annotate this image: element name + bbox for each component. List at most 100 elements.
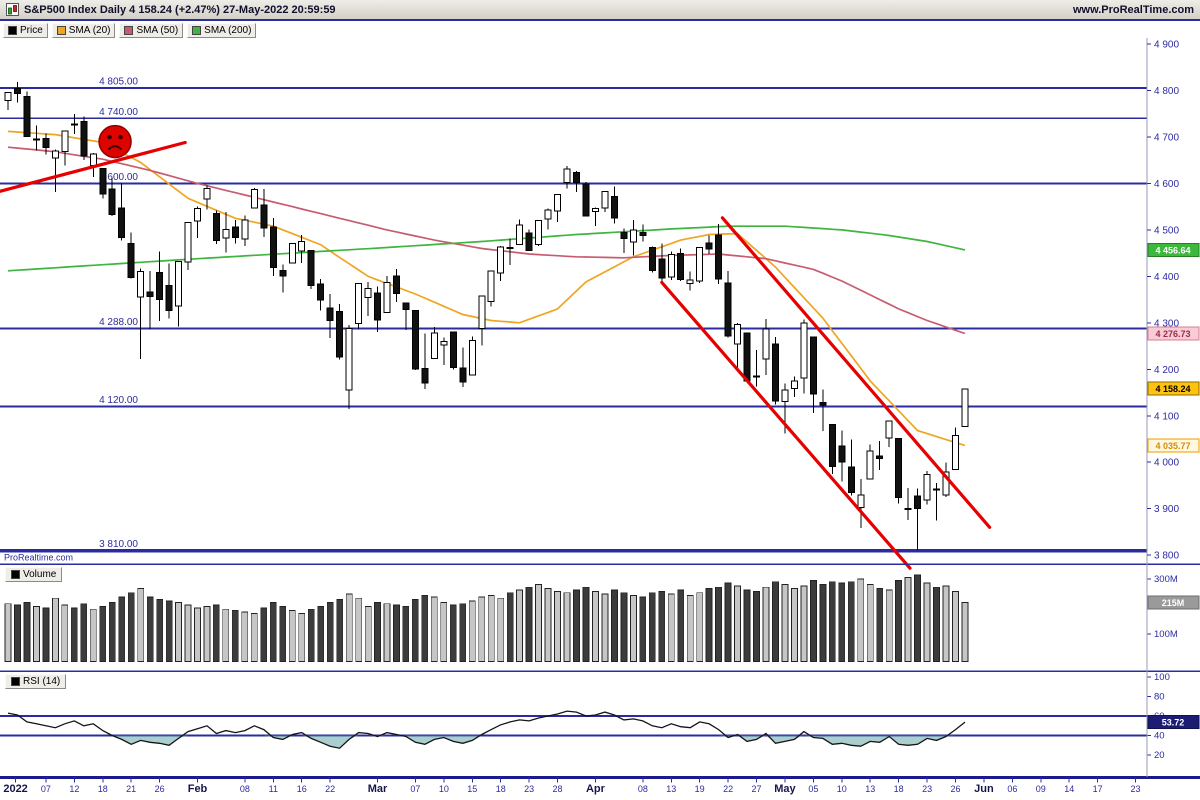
legend-sma200-label: SMA (200) [204, 25, 252, 36]
candle-body [857, 494, 865, 508]
volume-bar [819, 584, 827, 662]
candle-body [468, 340, 476, 376]
volume-bar [459, 603, 467, 662]
price-swatch [8, 26, 17, 35]
candle-body [80, 121, 88, 157]
chart-canvas[interactable]: 4 805.00 4 740.00 4 600.00 4 288.00 4 120.00… [0, 38, 1200, 800]
volume-bar [393, 604, 400, 662]
candle-body [175, 261, 182, 307]
sma200-swatch [192, 26, 202, 35]
date-axis-label: 09 [1036, 784, 1046, 794]
volume-axis-label: 100M [1154, 629, 1178, 640]
price-axis-label: 4 000 [1154, 458, 1179, 469]
prorealtime-link[interactable]: www.ProRealTime.com [1072, 3, 1194, 16]
candle-body [895, 438, 903, 498]
watermark: ProRealtime.com [4, 553, 73, 563]
rsi-panel: 10080604020 [0, 672, 1170, 761]
candle-body [620, 232, 628, 240]
volume-bar [952, 591, 959, 662]
volume-bar [326, 602, 334, 662]
legend-price[interactable]: Price [3, 23, 48, 38]
volume-indicator-button[interactable]: Volume [5, 567, 63, 582]
volume-bar [961, 602, 969, 662]
volume-bar [364, 606, 372, 662]
volume-bar [355, 597, 362, 662]
rsi-indicator-button[interactable]: RSI (14) [5, 674, 67, 689]
date-axis-label: 07 [41, 784, 51, 794]
candle-body [146, 291, 154, 298]
volume-bar [421, 595, 429, 662]
sma50-value-tag [1147, 326, 1200, 341]
volume-bar [232, 610, 239, 662]
date-axis-label: 10 [439, 784, 449, 794]
date-axis-label: 14 [1064, 784, 1074, 794]
date-axis-label: 18 [496, 784, 506, 794]
price-axis-label: 4 500 [1154, 225, 1179, 236]
volume-bar [156, 599, 163, 662]
candle-body [914, 495, 922, 509]
support-level-label: 4 805.00 [99, 77, 138, 88]
volume-bar [535, 584, 542, 662]
volume-bar [923, 582, 931, 662]
support-level-label: 4 600.00 [99, 172, 138, 183]
volume-label: Volume [23, 569, 57, 580]
volume-bar [383, 603, 391, 662]
candle-body [554, 194, 561, 212]
volume-bar [298, 613, 306, 662]
volume-bar [734, 585, 741, 662]
date-axis-label: Mar [368, 783, 388, 795]
candle-body [374, 292, 381, 321]
price-axis-label: 4 900 [1154, 39, 1179, 50]
volume-bar [33, 606, 40, 662]
candle-body [629, 229, 637, 243]
date-axis-label: 26 [950, 784, 960, 794]
candle-body [260, 204, 268, 229]
price-axis-label: 3 900 [1154, 504, 1179, 515]
volume-bar [14, 604, 21, 662]
candle-body [743, 332, 751, 382]
price-axis-label: 3 800 [1154, 551, 1179, 562]
volume-bar [658, 591, 666, 662]
candle-body [876, 455, 884, 460]
sma-line [7, 225, 966, 272]
candle-body [658, 258, 666, 279]
candle-body [336, 311, 344, 358]
sad-face-eye [118, 134, 123, 140]
candle-body [573, 171, 580, 184]
candle-body [184, 221, 192, 263]
volume-bar [516, 589, 523, 662]
volume-bar [449, 604, 457, 662]
volume-bar [611, 589, 618, 662]
rsi-swatch [11, 677, 20, 686]
candle-body [14, 88, 21, 95]
sma50-value-tag-label: 4 276.73 [1155, 329, 1190, 339]
rsi-axis-label: 20 [1154, 750, 1165, 761]
volume-bar [582, 586, 590, 662]
support-level-label: 4 288.00 [99, 317, 138, 328]
volume-bar [222, 608, 230, 662]
legend-sma50[interactable]: SMA (50) [119, 23, 184, 38]
legend-sma200[interactable]: SMA (200) [187, 23, 257, 38]
legend-sma20[interactable]: SMA (20) [51, 23, 116, 38]
date-axis-label: 18 [98, 784, 108, 794]
date-axis-label: Jun [974, 783, 994, 795]
candle-body [269, 226, 277, 269]
support-level-label: 4 740.00 [99, 107, 138, 118]
date-axis-label: 10 [837, 784, 847, 794]
candle-body [421, 367, 429, 384]
main-price-panel: 4 805.00 4 740.00 4 600.00 4 288.00 4 120.00… [0, 77, 1147, 570]
candle-body [194, 208, 201, 222]
volume-bar [194, 607, 201, 662]
volume-bar [800, 585, 808, 662]
volume-bar [137, 588, 145, 662]
candle-body [345, 327, 353, 391]
candle-body [42, 137, 50, 149]
volume-bar [431, 596, 438, 662]
date-axis-label: 23 [922, 784, 932, 794]
volume-bar [412, 599, 419, 662]
volume-bar [828, 581, 836, 662]
candle-body [32, 138, 40, 141]
candle-body [307, 249, 315, 287]
candle-body [885, 420, 893, 439]
date-axis-label: 23 [1131, 784, 1141, 794]
